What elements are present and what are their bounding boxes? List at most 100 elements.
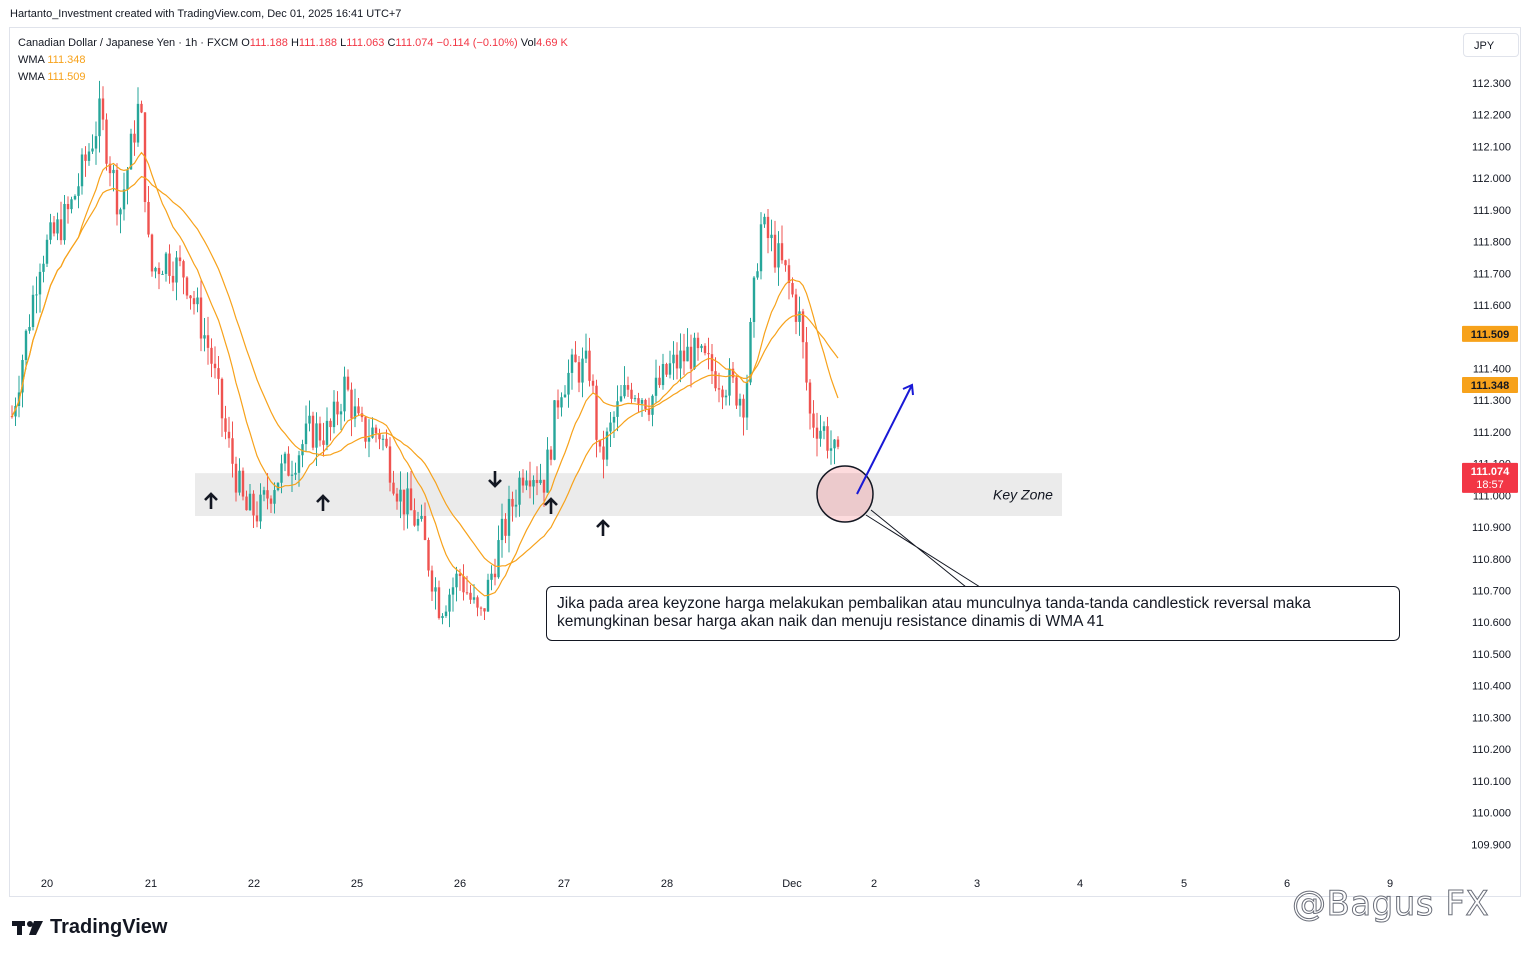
candle-body (45, 239, 49, 264)
tradingview-logo-text: TradingView (50, 916, 168, 938)
candle-body (308, 415, 311, 424)
candle-body (591, 380, 595, 386)
y-tick-label: 112.000 (1472, 173, 1511, 185)
candle-body (430, 570, 434, 592)
legend-wma1-value: 111.348 (47, 54, 86, 66)
candle-body (770, 234, 773, 239)
candle-body (497, 540, 500, 578)
candle-body (301, 444, 304, 456)
candle-body (476, 597, 479, 608)
candle-body (24, 330, 28, 360)
candle-body (500, 518, 504, 541)
candle-body (668, 363, 672, 375)
candle-body (609, 422, 612, 432)
candle-body (266, 490, 269, 499)
candle-body (196, 297, 199, 305)
callout-pointer (865, 509, 981, 588)
candle-body (399, 489, 402, 502)
y-tick-label: 111.000 (1473, 490, 1511, 502)
reversal-circle (816, 465, 874, 523)
tradingview-logo[interactable]: TradingView (12, 916, 167, 939)
candle-body (812, 413, 815, 428)
candle-body (140, 103, 143, 113)
time-axis[interactable]: 20 21 22 25 26 27 28 Dec 2 3 4 5 6 9 (41, 878, 1393, 890)
candle-body (38, 271, 42, 295)
candle-body (245, 496, 248, 511)
candle-body (444, 611, 448, 616)
candle-body (346, 376, 350, 390)
candle-body (413, 510, 416, 526)
candle-body (682, 350, 686, 362)
candle-body (87, 151, 91, 161)
candle-body (290, 474, 294, 476)
candle-body (262, 490, 266, 495)
currency-button[interactable]: JPY (1463, 33, 1519, 57)
y-tick-label: 110.600 (1472, 617, 1511, 629)
candle-body (10, 416, 14, 418)
candle-body (794, 294, 798, 322)
candle-body (819, 430, 822, 439)
candle-body (273, 490, 276, 504)
chart-frame[interactable] (9, 27, 1521, 897)
candle-body (542, 479, 546, 493)
candle-body (283, 453, 287, 464)
watermark: @Bagus FX (1291, 884, 1490, 925)
price-axis[interactable]: 112.300 112.200 112.100 112.000 111.900 111.8… (1471, 78, 1511, 851)
legend-open: 111.188 (249, 37, 288, 49)
y-tick-label: 111.300 (1473, 395, 1511, 407)
candle-body (315, 423, 318, 448)
candle-body (122, 189, 126, 210)
y-tick-label: 112.100 (1472, 141, 1511, 153)
y-tick-label: 112.200 (1472, 110, 1511, 122)
candle-body (465, 592, 469, 594)
legend-high-label: H (290, 37, 299, 49)
legend-volume-label: Vol (520, 37, 537, 49)
candle-body (588, 350, 591, 381)
y-tick-label: 111.400 (1473, 363, 1511, 375)
candle-body (66, 203, 70, 210)
price-tag (1462, 376, 1518, 393)
candle-body (805, 342, 808, 383)
candle-body (231, 438, 234, 464)
y-tick-label: 110.700 (1472, 586, 1511, 598)
candle-body (507, 498, 511, 536)
candle-body (210, 347, 213, 364)
candle-body (224, 418, 227, 432)
legend-volume: 4.69 K (536, 37, 568, 49)
candle-body (157, 267, 161, 275)
candle-body (458, 573, 462, 576)
candle-body (311, 415, 315, 448)
arrow-down-icon (488, 471, 502, 488)
candle-body (427, 539, 430, 571)
candle-body (98, 98, 101, 137)
chart-legend: Canadian Dollar / Japanese Yen · 1h · FX… (18, 35, 568, 86)
candle-body (385, 438, 388, 447)
candle-body (815, 427, 819, 439)
candle-body (773, 234, 777, 268)
tradingview-logo-icon (12, 919, 44, 937)
candle-body (539, 479, 542, 484)
candle-body (357, 406, 360, 414)
candle-body (213, 363, 217, 369)
y-tick-label: 112.300 (1472, 78, 1511, 90)
candle-body (353, 406, 357, 419)
candle-body (164, 253, 168, 274)
annotation-callout[interactable]: Jika pada area keyzone harga melakukan p… (546, 586, 1400, 641)
candle-body (280, 463, 283, 483)
candle-body (252, 493, 255, 516)
candle-body (826, 426, 829, 451)
candle-body (378, 433, 381, 440)
key-zone-label: Key Zone (993, 487, 1053, 503)
candle-body (168, 253, 171, 276)
candle-body (31, 294, 35, 328)
candle-body (133, 133, 136, 143)
candle-body (728, 368, 731, 396)
candle-body (318, 423, 322, 441)
candle-body (581, 358, 584, 383)
candle-body (325, 420, 329, 445)
candle-body (707, 353, 710, 355)
candle-body (532, 479, 535, 487)
candle-body (406, 488, 409, 515)
x-tick-label: 2 (871, 878, 877, 890)
